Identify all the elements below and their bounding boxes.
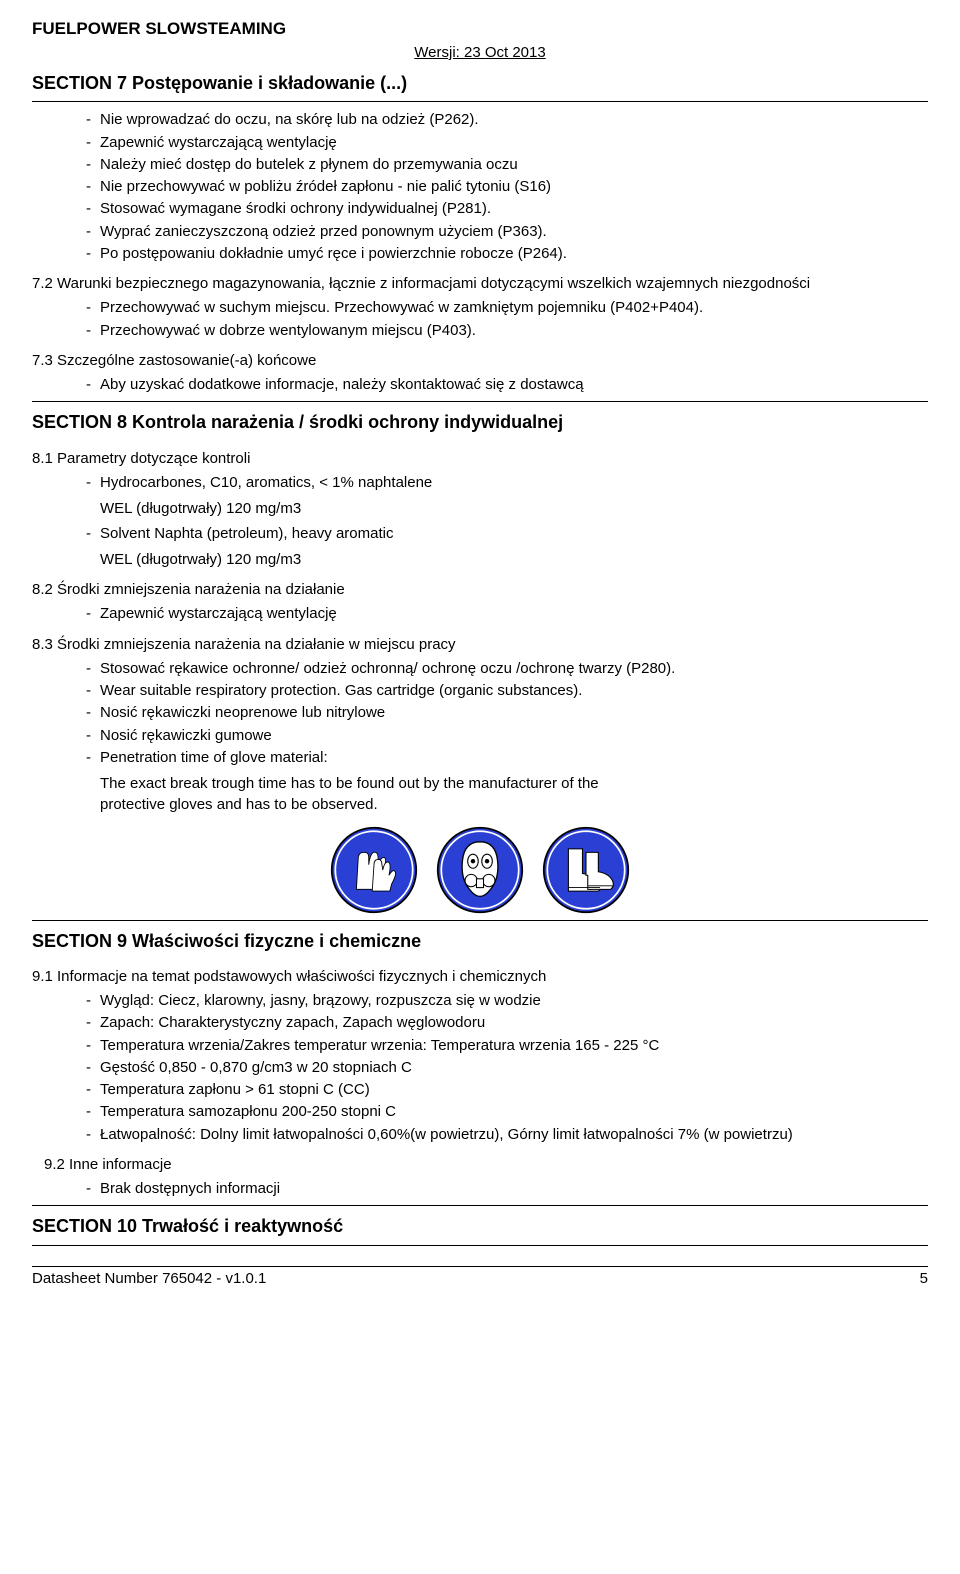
section7-sub73: 7.3 Szczególne zastosowanie(-a) końcowe [32, 351, 928, 371]
penetration-note: protective gloves and has to be observed… [32, 795, 928, 815]
divider [32, 401, 928, 402]
boots-icon [542, 826, 630, 914]
datasheet-number: Datasheet Number 765042 - v1.0.1 [32, 1269, 266, 1289]
gloves-icon [330, 826, 418, 914]
respirator-icon [436, 826, 524, 914]
list-item: Nosić rękawiczki gumowe [86, 726, 928, 746]
list-item: Temperatura samozapłonu 200-250 stopni C [86, 1102, 928, 1122]
list-item: Zapewnić wystarczającą wentylację [86, 133, 928, 153]
section7-heading: SECTION 7 Postępowanie i składowanie (..… [32, 71, 928, 95]
list-item: Solvent Naphta (petroleum), heavy aromat… [86, 524, 928, 544]
list-item: Aby uzyskać dodatkowe informacje, należy… [86, 375, 928, 395]
section8-heading: SECTION 8 Kontrola narażenia / środki oc… [32, 410, 928, 434]
list-item: Penetration time of glove material: [86, 748, 928, 768]
list-item: Stosować wymagane środki ochrony indywid… [86, 199, 928, 219]
list-item: Wygląd: Ciecz, klarowny, jasny, brązowy,… [86, 991, 928, 1011]
list-item: Gęstość 0,850 - 0,870 g/cm3 w 20 stopnia… [86, 1058, 928, 1078]
section9-heading: SECTION 9 Właściwości fizyczne i chemicz… [32, 929, 928, 953]
section8-list81b: Solvent Naphta (petroleum), heavy aromat… [32, 524, 928, 544]
list-item: Należy mieć dostęp do butelek z płynem d… [86, 155, 928, 175]
section8-sub83: 8.3 Środki zmniejszenia narażenia na dzi… [32, 635, 928, 655]
divider [32, 1205, 928, 1206]
list-item: Przechowywać w suchym miejscu. Przechowy… [86, 298, 928, 318]
wel-line: WEL (długotrwały) 120 mg/m3 [32, 499, 928, 519]
page-footer: Datasheet Number 765042 - v1.0.1 5 [32, 1266, 928, 1289]
document-header: FUELPOWER SLOWSTEAMING Wersji: 23 Oct 20… [32, 18, 928, 63]
list-item: Nosić rękawiczki neoprenowe lub nitrylow… [86, 703, 928, 723]
section9-sub91: 9.1 Informacje na temat podstawowych wła… [32, 967, 928, 987]
section7-list3: Aby uzyskać dodatkowe informacje, należy… [32, 375, 928, 395]
list-item: Brak dostępnych informacji [86, 1179, 928, 1199]
section8-list83: Stosować rękawice ochronne/ odzież ochro… [32, 659, 928, 768]
header-title: FUELPOWER SLOWSTEAMING [32, 18, 928, 41]
divider [32, 101, 928, 102]
ppe-icons-row [32, 826, 928, 914]
page-number: 5 [920, 1269, 928, 1289]
list-item: Hydrocarbones, C10, aromatics, < 1% naph… [86, 473, 928, 493]
section7-list1: Nie wprowadzać do oczu, na skórę lub na … [32, 110, 928, 264]
section9-sub92: 9.2 Inne informacje [44, 1155, 928, 1175]
list-item: Zapach: Charakterystyczny zapach, Zapach… [86, 1013, 928, 1033]
wel-line: WEL (długotrwały) 120 mg/m3 [32, 550, 928, 570]
list-item: Zapewnić wystarczającą wentylację [86, 604, 928, 624]
section8-sub81: 8.1 Parametry dotyczące kontroli [32, 449, 928, 469]
list-item: Nie wprowadzać do oczu, na skórę lub na … [86, 110, 928, 130]
divider [32, 1245, 928, 1246]
section7-sub72: 7.2 Warunki bezpiecznego magazynowania, … [32, 274, 928, 294]
section8-list82: Zapewnić wystarczającą wentylację [32, 604, 928, 624]
list-item: Wear suitable respiratory protection. Ga… [86, 681, 928, 701]
list-item: Temperatura wrzenia/Zakres temperatur wr… [86, 1036, 928, 1056]
section9-list92: Brak dostępnych informacji [32, 1179, 928, 1199]
section8-list81a: Hydrocarbones, C10, aromatics, < 1% naph… [32, 473, 928, 493]
list-item: Nie przechowywać w pobliżu źródeł zapłon… [86, 177, 928, 197]
section9-list91: Wygląd: Ciecz, klarowny, jasny, brązowy,… [32, 991, 928, 1145]
list-item: Temperatura zapłonu > 61 stopni C (CC) [86, 1080, 928, 1100]
list-item: Po postępowaniu dokładnie umyć ręce i po… [86, 244, 928, 264]
section10-heading: SECTION 10 Trwałość i reaktywność [32, 1214, 928, 1238]
section7-list2: Przechowywać w suchym miejscu. Przechowy… [32, 298, 928, 341]
header-version: Wersji: 23 Oct 2013 [32, 43, 928, 63]
list-item: Stosować rękawice ochronne/ odzież ochro… [86, 659, 928, 679]
list-item: Łatwopalność: Dolny limit łatwopalności … [86, 1125, 928, 1145]
penetration-note: The exact break trough time has to be fo… [32, 774, 928, 794]
divider [32, 920, 928, 921]
section8-sub82: 8.2 Środki zmniejszenia narażenia na dzi… [32, 580, 928, 600]
list-item: Wyprać zanieczyszczoną odzież przed pono… [86, 222, 928, 242]
list-item: Przechowywać w dobrze wentylowanym miejs… [86, 321, 928, 341]
